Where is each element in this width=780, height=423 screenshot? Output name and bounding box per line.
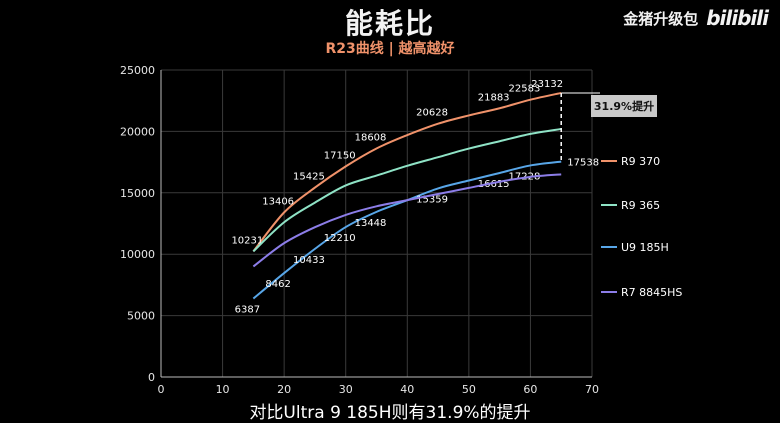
data-label: 16615 bbox=[478, 179, 510, 190]
data-label: 10231 bbox=[231, 235, 263, 246]
data-label: 20628 bbox=[416, 108, 448, 119]
data-label: 15425 bbox=[293, 172, 325, 183]
series-line-R7-8845HS bbox=[252, 173, 562, 268]
data-label: 23132 bbox=[531, 79, 563, 90]
bilibili-logo-icon: bilibili bbox=[706, 6, 769, 30]
data-label: 8462 bbox=[265, 279, 290, 290]
y-tick-label: 15000 bbox=[120, 187, 155, 200]
y-tick-label: 10000 bbox=[120, 248, 155, 261]
chart-title: 能耗比 bbox=[344, 7, 435, 40]
x-tick-label: 70 bbox=[585, 383, 599, 396]
x-tick-label: 40 bbox=[400, 383, 414, 396]
legend-label: R7 8845HS bbox=[621, 286, 682, 299]
data-label: 10433 bbox=[293, 255, 325, 266]
legend-label: U9 185H bbox=[621, 241, 669, 254]
data-label: 13448 bbox=[355, 218, 387, 229]
caption: 对比Ultra 9 185H则有31.9%的提升 bbox=[249, 403, 531, 423]
chart-subtitle: R23曲线 | 越高越好 bbox=[325, 41, 455, 57]
x-tick-label: 30 bbox=[339, 383, 353, 396]
brand: 金猪升级包 bilibili bbox=[623, 6, 769, 30]
x-tick-label: 0 bbox=[158, 383, 165, 396]
data-label: 18608 bbox=[355, 132, 387, 143]
data-label: 21883 bbox=[478, 92, 510, 103]
x-tick-label: 20 bbox=[277, 383, 291, 396]
y-tick-label: 20000 bbox=[120, 125, 155, 138]
improvement-annotation: 31.9%提升 bbox=[591, 95, 657, 117]
data-label: 13406 bbox=[262, 196, 294, 207]
data-label: 6387 bbox=[235, 305, 260, 316]
y-tick-label: 25000 bbox=[120, 64, 155, 77]
x-tick-label: 60 bbox=[523, 383, 537, 396]
series-line-R9-370 bbox=[252, 91, 562, 252]
legend-label: R9 370 bbox=[621, 155, 660, 168]
series-line-R9-365 bbox=[252, 127, 562, 253]
data-label: 17538 bbox=[567, 158, 599, 169]
data-label: 12210 bbox=[324, 233, 356, 244]
x-tick-label: 10 bbox=[216, 383, 230, 396]
data-label: 22583 bbox=[509, 84, 541, 95]
data-label: 17150 bbox=[324, 150, 356, 161]
y-tick-label: 0 bbox=[148, 371, 155, 384]
data-label: 15359 bbox=[416, 194, 448, 205]
y-tick-label: 5000 bbox=[127, 310, 155, 323]
brand-text: 金猪升级包 bbox=[623, 9, 699, 28]
x-tick-label: 50 bbox=[462, 383, 476, 396]
legend-label: R9 365 bbox=[621, 199, 660, 212]
